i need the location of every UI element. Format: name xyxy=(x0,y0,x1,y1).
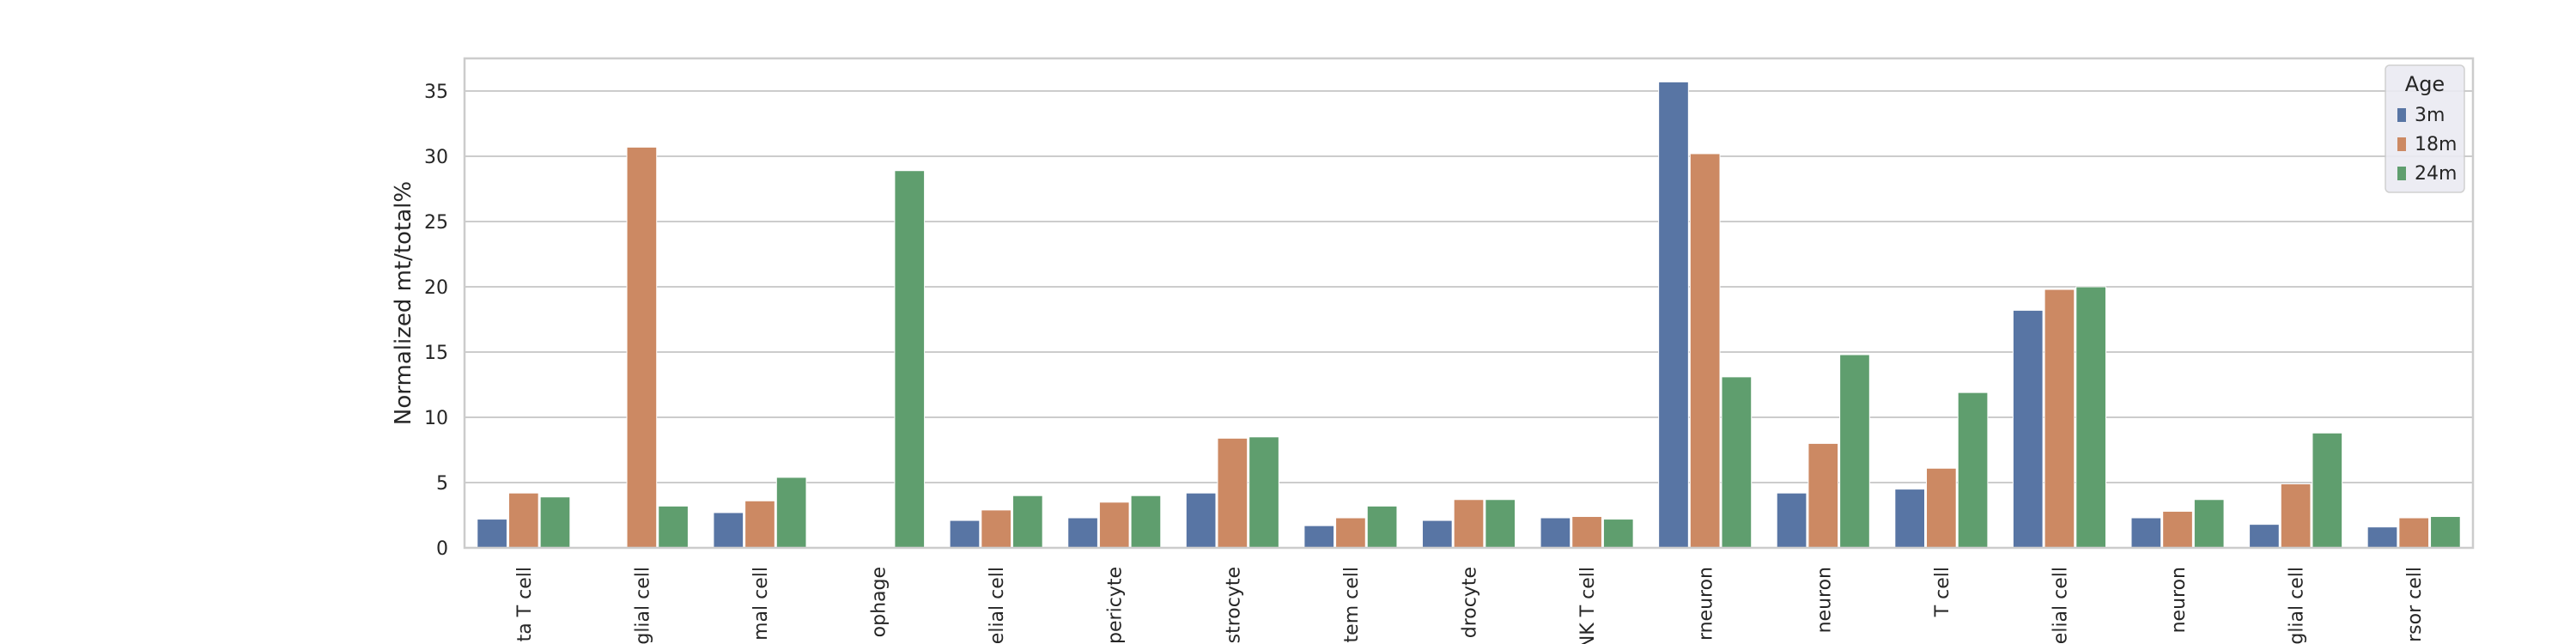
bar-24m xyxy=(2430,516,2461,549)
x-tick-label: drocyte xyxy=(1460,567,1481,638)
bar-3m xyxy=(1303,525,1335,549)
bar-18m xyxy=(1453,499,1485,549)
bar-24m xyxy=(2193,499,2225,549)
x-tick-label: neuron xyxy=(1814,567,1835,633)
bar-18m xyxy=(2280,483,2312,549)
x-tick-label: glial cell xyxy=(2287,567,2308,644)
y-tick-label: 25 xyxy=(424,212,448,234)
bar-24m xyxy=(1602,519,1634,549)
bar-18m xyxy=(507,492,539,549)
x-tick-label: glial cell xyxy=(632,567,653,644)
bar-18m xyxy=(2044,289,2075,549)
bar-3m xyxy=(1894,489,1926,549)
bar-24m xyxy=(894,170,926,549)
x-tick-label: ophage xyxy=(869,567,890,637)
bar-18m xyxy=(1807,442,1839,549)
bar-18m xyxy=(1689,153,1721,549)
y-tick-label: 30 xyxy=(424,147,448,168)
y-axis-label: Normalized mt/total% xyxy=(391,181,416,425)
y-tick-label: 5 xyxy=(436,473,448,495)
plot-frame xyxy=(463,57,2475,550)
bar-24m xyxy=(1012,495,1043,549)
bar-18m xyxy=(1926,467,1957,549)
bar-24m xyxy=(1957,392,1989,549)
y-tick-label: 15 xyxy=(424,343,448,364)
legend-swatch-24m xyxy=(2397,167,2406,180)
bar-3m xyxy=(1185,492,1217,549)
bar-24m xyxy=(539,496,571,549)
x-tick-label: NK T cell xyxy=(1577,567,1599,644)
bar-3m xyxy=(1658,81,1689,549)
x-tick-label: rsor cell xyxy=(2404,567,2426,642)
x-axis-ticks: ta T cell glial cell mal cell ophage elial c… xyxy=(514,567,2426,644)
bar-3m xyxy=(477,519,507,549)
bar-18m xyxy=(2398,517,2430,549)
y-tick-label: 0 xyxy=(436,538,448,560)
bar-18m xyxy=(1335,517,1366,549)
bar-18m xyxy=(744,500,775,549)
x-tick-label: elial cell xyxy=(987,567,1008,644)
bar-24m xyxy=(1839,354,1870,549)
legend-title: Age xyxy=(2405,72,2445,96)
x-tick-label: pericyte xyxy=(1105,567,1127,644)
bar-24m xyxy=(1366,505,1398,549)
bar-24m xyxy=(2075,286,2106,549)
bar-24m xyxy=(1721,376,1753,549)
legend-box xyxy=(2385,64,2465,193)
bar-18m xyxy=(1571,516,1602,549)
y-tick-label: 20 xyxy=(424,277,448,299)
bar-18m xyxy=(626,146,658,549)
bar-24m xyxy=(775,477,807,549)
y-tick-label: 35 xyxy=(424,82,448,103)
bar-18m xyxy=(1217,437,1249,549)
bar-3m xyxy=(1776,492,1807,549)
bar-18m xyxy=(1098,501,1130,549)
x-tick-label: neuron xyxy=(2168,567,2190,633)
bar-24m xyxy=(1485,499,1516,549)
legend-swatch-3m xyxy=(2397,108,2406,122)
bar-3m xyxy=(1540,517,1571,549)
bar-24m xyxy=(2312,432,2343,549)
x-tick-label: strocyte xyxy=(1223,567,1244,643)
bar-3m xyxy=(713,512,744,549)
x-tick-label: tem cell xyxy=(1341,567,1363,642)
y-axis-ticks: 0 5 10 15 20 25 30 35 xyxy=(424,82,448,560)
bar-18m xyxy=(981,509,1012,549)
plot-background xyxy=(465,58,2473,548)
legend-label-18m: 18m xyxy=(2415,134,2457,155)
bar-18m xyxy=(2162,510,2193,549)
bar-3m xyxy=(1067,517,1098,549)
bar-24m xyxy=(1130,495,1162,549)
x-tick-label: ta T cell xyxy=(514,567,536,641)
x-tick-label: mal cell xyxy=(750,567,772,641)
legend-label-24m: 24m xyxy=(2415,163,2457,185)
bar-3m xyxy=(2366,526,2398,549)
bar-3m xyxy=(2130,517,2162,549)
bar-3m xyxy=(949,519,981,549)
x-tick-label: elial cell xyxy=(2050,567,2071,644)
legend-swatch-18m xyxy=(2397,137,2406,151)
legend-label-3m: 3m xyxy=(2415,105,2445,126)
legend: Age 3m 18m 24m xyxy=(2385,64,2465,193)
bar-3m xyxy=(2249,524,2280,549)
x-tick-label: rneuron xyxy=(1696,567,1717,641)
y-tick-label: 10 xyxy=(424,408,448,429)
bar-3m xyxy=(1421,519,1453,549)
bar-24m xyxy=(658,505,689,549)
bar-24m xyxy=(1249,436,1279,549)
bar-3m xyxy=(2012,309,2044,549)
x-tick-label: T cell xyxy=(1932,567,1953,617)
